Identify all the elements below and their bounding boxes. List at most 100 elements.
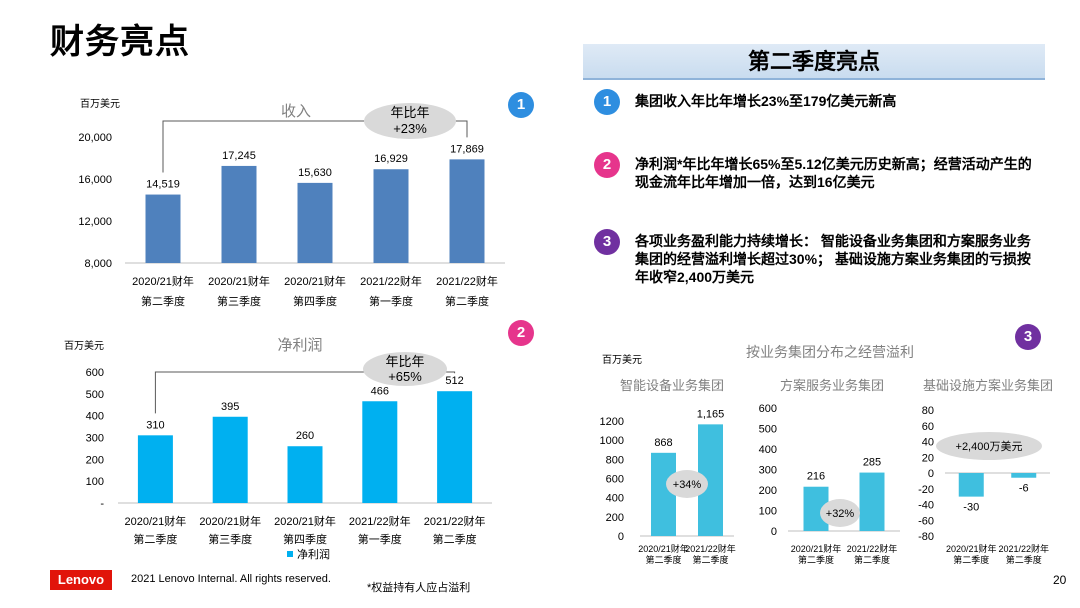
- segment-panel-value-label: -30: [963, 502, 979, 514]
- revenue-bar: [145, 194, 181, 263]
- segment-panel-category-label: 第二季度: [798, 554, 834, 565]
- segment-growth-label: +34%: [673, 479, 702, 491]
- segment-panel-ytick-label: 60: [922, 421, 934, 433]
- segment-panel-category-label: 2020/21财年: [791, 543, 842, 554]
- segment-panel-value-label: 285: [863, 457, 881, 469]
- segment-panel-category-label: 第二季度: [953, 554, 989, 565]
- net-profit-growth-value: +65%: [388, 369, 422, 384]
- net-profit-growth-bubble: [363, 352, 447, 386]
- net-profit-title: 净利润: [277, 337, 322, 354]
- segment-growth-bubble: [820, 499, 860, 527]
- revenue-growth-bracket: [162, 120, 468, 173]
- segment-panel-ytick-label: 600: [759, 403, 777, 415]
- net-profit-category-label: 第四季度: [283, 532, 327, 546]
- net-profit-category-label: 第二季度: [433, 532, 477, 546]
- revenue-bar: [373, 169, 409, 263]
- revenue-bar: [449, 159, 485, 263]
- footer-note: *权益持有人应占溢利: [367, 582, 471, 594]
- revenue-category-label: 2020/21财年: [132, 274, 194, 288]
- net-profit-bar: [362, 401, 398, 503]
- net-profit-growth-label: 年比年: [385, 354, 424, 369]
- net-profit-ytick-label: 500: [86, 389, 104, 401]
- segment-panel-ytick-label: 300: [759, 465, 777, 477]
- highlight-badge-3: 3: [594, 229, 620, 255]
- revenue-value-label: 14,519: [146, 179, 180, 191]
- revenue-ytick-label: 12,000: [78, 216, 112, 228]
- segment-growth-label: +2,400万美元: [956, 440, 1023, 453]
- segment-panel-ytick-label: 1000: [600, 435, 624, 447]
- highlight-badge-2: 2: [594, 152, 620, 178]
- segment-title: 按业务集团分布之经营溢利: [746, 344, 914, 360]
- page-number: 20: [1053, 573, 1067, 587]
- net-profit-legend-label: 净利润: [297, 547, 330, 561]
- net-profit-growth-bracket: [154, 371, 456, 414]
- segment-panel-category-label: 第二季度: [692, 554, 728, 565]
- revenue-growth-value: +23%: [393, 121, 427, 136]
- segment-growth-bubble: [936, 432, 1042, 460]
- segment-panel-ytick-label: 400: [606, 493, 624, 505]
- net-profit-category-label: 2020/21财年: [274, 514, 336, 528]
- net-profit-bar: [287, 446, 323, 503]
- net-profit-ytick-label: 200: [86, 454, 104, 466]
- segment-panel-category-label: 2020/21财年: [946, 543, 997, 554]
- revenue-category-label: 第一季度: [369, 294, 413, 308]
- revenue-unit-label: 百万美元: [80, 97, 120, 110]
- revenue-title: 收入: [281, 103, 311, 120]
- net-profit-legend-swatch: [287, 551, 293, 557]
- net-profit-ytick-label: 400: [86, 411, 104, 423]
- segment-panel-ytick-label: 1200: [600, 416, 624, 428]
- highlight-badge-1: 1: [594, 89, 620, 115]
- page-title: 财务亮点: [50, 23, 190, 61]
- revenue-value-label: 16,929: [374, 153, 408, 165]
- revenue-value-label: 17,245: [222, 150, 256, 162]
- segment-growth-bubble: [666, 470, 708, 498]
- segment-panel-ytick-label: 200: [606, 512, 624, 524]
- revenue-category-label: 2021/22财年: [436, 274, 498, 288]
- revenue-category-label: 2020/21财年: [208, 274, 270, 288]
- segment-panel-ytick-label: 80: [922, 405, 934, 417]
- segment-panel-value-label: -6: [1019, 483, 1029, 495]
- revenue-value-label: 15,630: [298, 167, 332, 179]
- net-profit-ytick-label: 600: [86, 367, 104, 379]
- net-profit-value-label: 466: [371, 385, 389, 397]
- revenue-badge: 1: [508, 92, 534, 118]
- segment-panel-bar: [1011, 473, 1037, 478]
- segment-panel-ytick-label: 20: [922, 452, 934, 464]
- net-profit-value-label: 310: [146, 419, 164, 431]
- net-profit-bar: [212, 416, 248, 503]
- segment-panel-category-label: 2021/22财年: [847, 543, 898, 554]
- segment-panel-ytick-label: 800: [606, 454, 624, 466]
- segment-panel-ytick-label: 500: [759, 424, 777, 436]
- revenue-bar: [221, 165, 257, 263]
- net-profit-category-label: 2021/22财年: [424, 514, 486, 528]
- net-profit-category-label: 2021/22财年: [349, 514, 411, 528]
- revenue-ytick-label: 16,000: [78, 174, 112, 186]
- revenue-chart: 百万美元 收入 8,000 12,000 16,000 20,000 14,519 2020/…: [78, 97, 505, 308]
- segment-margin-chart: 百万美元按业务集团分布之经营溢利智能设备业务集团0200400600800100…: [600, 344, 1053, 565]
- segment-panel-ytick-label: 40: [922, 437, 934, 449]
- net-profit-ytick-label: 100: [86, 476, 104, 488]
- net-profit-chart: 百万美元 净利润-1002003004005006003102020/21财年第二…: [64, 337, 492, 561]
- segment-panel-ytick-label: 600: [606, 474, 624, 486]
- highlight-text-3: 各项业务盈利能力持续增长： 智能设备业务集团和方案服务业务集团的经营溢利增长超过…: [635, 233, 1031, 285]
- revenue-category-label: 第二季度: [141, 294, 185, 308]
- net-profit-category-label: 2020/21财年: [199, 514, 261, 528]
- net-profit-category-label: 第二季度: [133, 532, 177, 546]
- segment-panel-bar: [859, 472, 885, 531]
- revenue-bar: [297, 182, 333, 263]
- segment-panel-bar: [958, 473, 984, 497]
- segment-panel-ytick-label: 0: [928, 468, 934, 480]
- segment-unit-label: 百万美元: [602, 353, 642, 366]
- net-profit-category-label: 2020/21财年: [125, 514, 187, 528]
- segment-panel-ytick-label: 400: [759, 444, 777, 456]
- net-profit-category-label: 第三季度: [208, 532, 252, 546]
- net-profit-value-label: 395: [221, 401, 239, 413]
- segment-panel-ytick-label: 0: [771, 526, 777, 538]
- net-profit-unit-label: 百万美元: [64, 339, 104, 352]
- segment-panel-ytick-label: -80: [918, 531, 934, 543]
- highlights-title: 第二季度亮点: [747, 49, 880, 74]
- lenovo-logo: Lenovo: [50, 570, 112, 590]
- net-profit-ytick-label: 300: [86, 433, 104, 445]
- segment-panel-value-label: 868: [654, 437, 672, 449]
- segment-panel-value-label: 216: [807, 471, 825, 483]
